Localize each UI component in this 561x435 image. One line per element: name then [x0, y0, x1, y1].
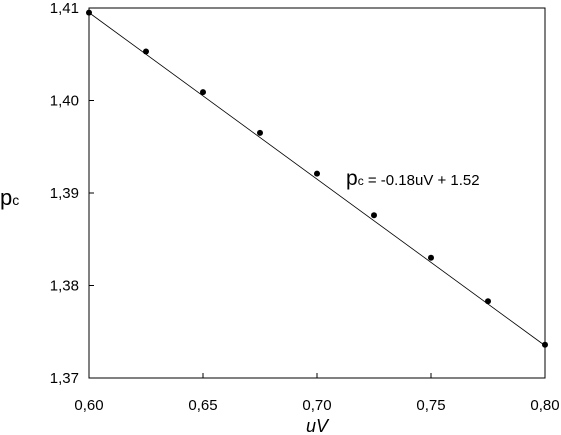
x-tick-label: 0,65	[188, 397, 217, 414]
data-point	[200, 89, 206, 96]
equation-text: = -0.18uV + 1.52	[364, 172, 480, 189]
y-axis-ticks: 1,37 1,38 1,39 1,40 1,41	[50, 0, 94, 387]
x-tick-label: 0,60	[74, 397, 103, 414]
data-point	[485, 298, 491, 305]
data-point	[428, 254, 434, 261]
data-points	[86, 9, 548, 348]
data-point	[257, 129, 263, 136]
trendline-equation: pc = -0.18uV + 1.52	[346, 167, 480, 190]
y-tick-label: 1,38	[50, 278, 79, 295]
y-tick-label: 1,37	[50, 370, 79, 387]
data-point	[542, 341, 548, 348]
y-axis-title-main: p	[0, 185, 12, 210]
equation-sub: c	[358, 174, 364, 188]
y-tick-label: 1,41	[50, 0, 79, 17]
x-axis-title: uV	[306, 416, 330, 435]
plot-area	[88, 7, 546, 379]
data-point	[371, 212, 377, 219]
equation-p: p	[346, 167, 358, 190]
y-tick-label: 1,39	[50, 185, 79, 202]
x-tick-label: 0,70	[302, 397, 331, 414]
y-axis-title: pc	[0, 185, 19, 210]
data-point	[86, 9, 92, 16]
x-tick-label: 0,80	[530, 397, 559, 414]
x-axis-ticks: 0,60 0,65 0,70 0,75 0,80	[74, 373, 560, 414]
y-tick-label: 1,40	[50, 93, 79, 110]
data-point	[143, 48, 149, 55]
trendline	[88, 12, 546, 346]
data-point	[314, 170, 320, 177]
y-axis-title-sub: c	[12, 192, 19, 208]
x-tick-label: 0,75	[416, 397, 445, 414]
